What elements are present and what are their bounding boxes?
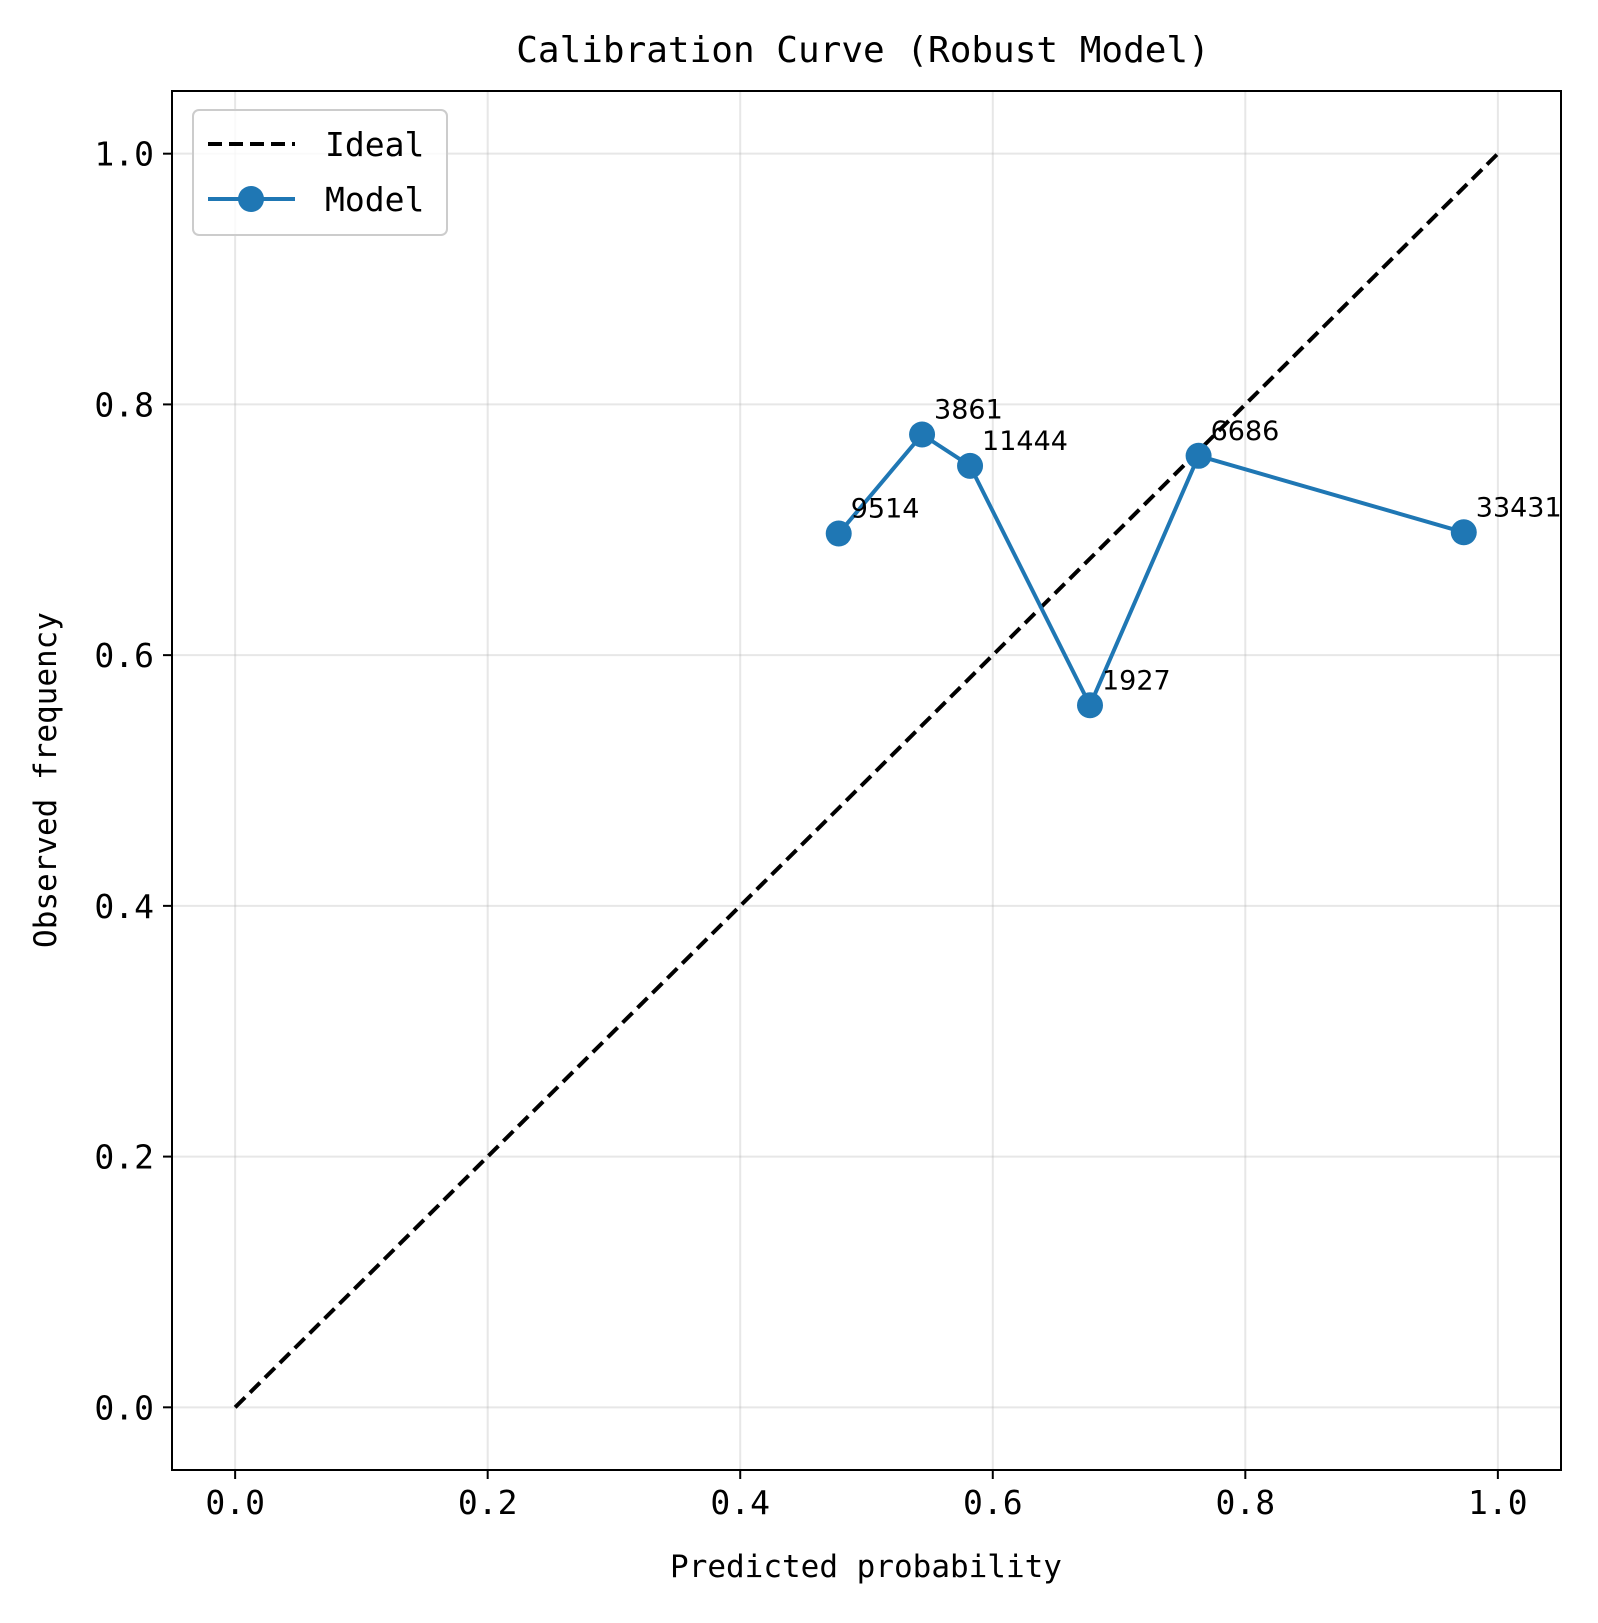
point-count-label: 6686 bbox=[1211, 416, 1280, 447]
chart-title: Calibration Curve (Robust Model) bbox=[516, 30, 1210, 71]
point-count-label: 11444 bbox=[982, 426, 1068, 457]
x-tick-label: 0.6 bbox=[963, 1483, 1023, 1522]
plot-frame bbox=[171, 90, 1562, 1471]
x-tick-label: 0.4 bbox=[710, 1483, 770, 1522]
x-axis-label: Predicted probability bbox=[670, 1549, 1062, 1585]
x-tick-label: 1.0 bbox=[1468, 1483, 1528, 1522]
y-tick-label: 0.6 bbox=[94, 636, 154, 675]
point-count-label: 3861 bbox=[934, 394, 1003, 425]
point-count-label: 33431 bbox=[1476, 492, 1562, 523]
model-point bbox=[1185, 442, 1212, 469]
point-count-label: 9514 bbox=[851, 494, 920, 525]
y-tick-label: 0.4 bbox=[94, 887, 154, 926]
y-tick-label: 0.8 bbox=[94, 385, 154, 424]
legend-model-marker bbox=[238, 186, 264, 212]
legend: Ideal Model bbox=[192, 109, 448, 236]
legend-model-label: Model bbox=[325, 180, 424, 219]
model-point bbox=[909, 421, 936, 448]
model-point bbox=[1450, 519, 1477, 546]
y-tick-label: 0.2 bbox=[94, 1138, 154, 1177]
x-tick-label: 0.8 bbox=[1216, 1483, 1276, 1522]
point-count-label: 1927 bbox=[1102, 665, 1171, 696]
y-axis-label: Observed frequency bbox=[28, 612, 64, 948]
model-line bbox=[837, 432, 1465, 708]
tick-layer: 0.0 0.2 0.4 0.6 0.8 1.0 0.0 0.2 0.4 0.6 0.8 1.0 bbox=[94, 135, 1527, 1522]
y-tick-label: 0.0 bbox=[94, 1388, 154, 1427]
series-layer bbox=[233, 152, 1500, 1409]
model-point bbox=[957, 452, 984, 479]
ideal-line bbox=[233, 152, 1500, 1409]
x-tick-label: 0.0 bbox=[205, 1483, 265, 1522]
x-tick-label: 0.2 bbox=[458, 1483, 518, 1522]
model-point bbox=[1077, 692, 1104, 719]
model-point bbox=[825, 520, 852, 547]
legend-ideal-label: Ideal bbox=[325, 125, 424, 164]
y-tick-label: 1.0 bbox=[94, 135, 154, 174]
